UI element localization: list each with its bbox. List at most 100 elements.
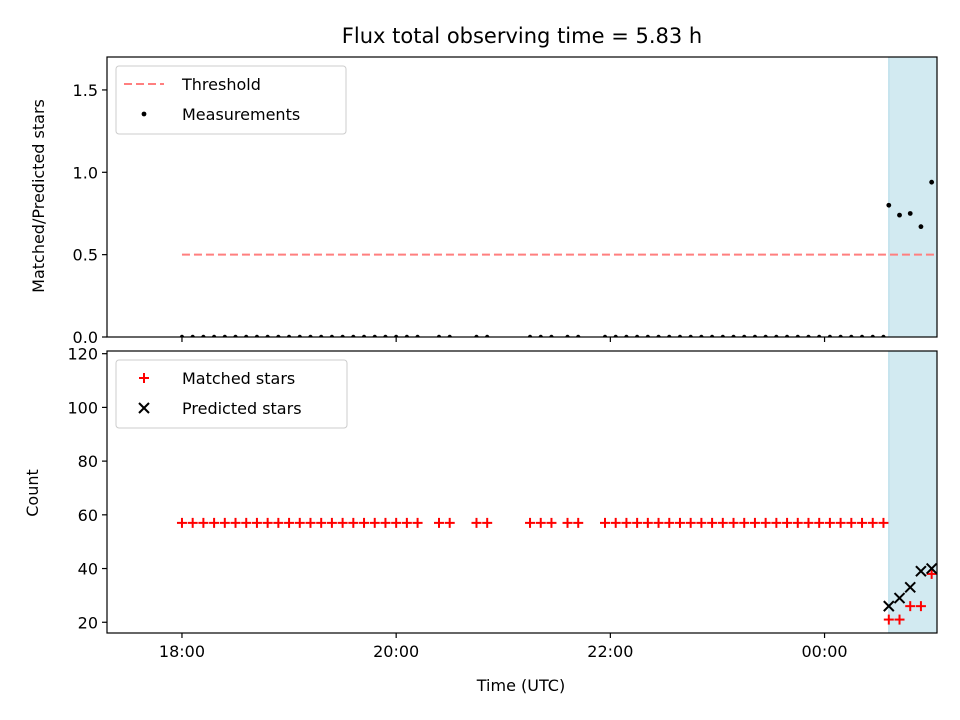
plot-area bbox=[176, 351, 958, 633]
matched-star-point bbox=[771, 517, 782, 528]
y-tick-label: 0.0 bbox=[73, 328, 98, 347]
measurement-point bbox=[929, 179, 935, 185]
y-tick-label: 20 bbox=[78, 613, 98, 632]
x-tick-label: 18:00 bbox=[159, 642, 205, 661]
y-axis-label-bottom: Count bbox=[23, 469, 42, 517]
matched-star-point bbox=[739, 517, 750, 528]
legend-predicted-swatch bbox=[138, 402, 150, 414]
matched-star-point bbox=[262, 517, 273, 528]
matched-star-point bbox=[621, 517, 632, 528]
matched-star-point bbox=[685, 517, 696, 528]
matched-star-point bbox=[674, 517, 685, 528]
y-tick-label: 80 bbox=[78, 452, 98, 471]
matched-star-point bbox=[846, 517, 857, 528]
matched-star-point bbox=[380, 517, 391, 528]
axes-frame bbox=[106, 56, 938, 338]
matched-star-point bbox=[434, 517, 444, 528]
matched-star-point bbox=[562, 517, 573, 528]
matched-star-point bbox=[760, 517, 771, 528]
matched-star-point bbox=[219, 517, 230, 528]
axes-frame bbox=[106, 350, 938, 634]
matched-star-point bbox=[915, 601, 926, 612]
x-tick-label: 22:00 bbox=[587, 642, 633, 661]
matched-star-point bbox=[348, 517, 359, 528]
matched-star-point bbox=[653, 517, 664, 528]
x-tick-label: 00:00 bbox=[801, 642, 847, 661]
measurement-point bbox=[940, 157, 945, 162]
matched-star-point bbox=[632, 517, 643, 528]
matched-star-point bbox=[894, 614, 905, 625]
matched-star-point bbox=[857, 517, 868, 528]
y-tick-label: 1.5 bbox=[73, 81, 98, 100]
matched-star-point bbox=[391, 517, 402, 528]
legend: Threshold Measurements bbox=[115, 65, 347, 135]
matched-star-point bbox=[337, 517, 348, 528]
matched-star-point bbox=[573, 517, 584, 528]
matched-star-point bbox=[305, 517, 316, 528]
legend-measurement-swatch bbox=[141, 111, 147, 117]
matched-star-point bbox=[610, 517, 621, 528]
legend: Matched stars Predicted stars bbox=[115, 359, 348, 429]
y-tick-label: 1.0 bbox=[73, 163, 98, 182]
predicted-star-point bbox=[904, 581, 916, 594]
top-panel: 0.0 0.5 1.0 1.5 Threshold Measurements bbox=[73, 56, 956, 347]
legend-label: Predicted stars bbox=[182, 399, 302, 418]
matched-star-point bbox=[284, 517, 295, 528]
matched-star-point bbox=[525, 517, 536, 528]
y-tick-label: 100 bbox=[67, 398, 98, 417]
matched-star-point bbox=[803, 517, 814, 528]
legend-label: Measurements bbox=[182, 105, 300, 124]
measurement-point bbox=[897, 212, 902, 218]
predicted-star-point bbox=[915, 565, 927, 577]
matched-star-point bbox=[937, 564, 947, 574]
y-tick-label: 0.5 bbox=[73, 246, 98, 265]
x-tick-label: 20:00 bbox=[373, 642, 419, 661]
legend-box bbox=[115, 65, 347, 135]
predicted-star-point bbox=[948, 558, 958, 568]
matched-star-point bbox=[209, 517, 220, 528]
measurement-point bbox=[918, 224, 924, 230]
matched-star-point bbox=[824, 517, 835, 528]
matched-star-point bbox=[814, 517, 825, 528]
matched-star-point bbox=[948, 545, 958, 555]
matched-star-point bbox=[835, 517, 846, 528]
y-axis-label-top: Matched/Predicted stars bbox=[29, 99, 48, 293]
matched-star-point bbox=[412, 517, 423, 528]
y-tick-label: 40 bbox=[78, 560, 98, 579]
legend-label: Matched stars bbox=[182, 369, 295, 388]
predicted-star-point bbox=[883, 600, 895, 612]
matched-star-point bbox=[696, 517, 707, 528]
matched-star-point bbox=[326, 517, 337, 528]
plot-area bbox=[179, 57, 956, 337]
matched-star-point bbox=[782, 517, 793, 528]
matched-star-point bbox=[482, 517, 493, 528]
matched-star-point bbox=[728, 517, 739, 528]
bottom-panel: 20 40 60 80 100 120 18:00 20:00 22:00 00:00 Matche… bbox=[67, 345, 958, 661]
matched-star-point bbox=[926, 568, 937, 579]
y-tick-label: 60 bbox=[78, 506, 98, 525]
matched-star-point bbox=[905, 601, 916, 612]
matched-star-point bbox=[444, 517, 455, 528]
matched-star-point bbox=[664, 517, 675, 528]
predicted-star-point bbox=[925, 562, 937, 575]
matched-star-point bbox=[316, 517, 327, 528]
y-tick-label: 120 bbox=[67, 345, 98, 364]
x-axis-label: Time (UTC) bbox=[476, 676, 565, 695]
matched-star-point bbox=[471, 517, 482, 528]
legend-box bbox=[115, 359, 348, 429]
matched-star-point bbox=[883, 614, 894, 625]
matched-star-point bbox=[878, 517, 889, 528]
observing-span bbox=[888, 351, 937, 633]
matched-star-point bbox=[198, 517, 209, 528]
matched-star-point bbox=[273, 517, 284, 528]
matched-star-point bbox=[717, 517, 728, 528]
matched-star-point bbox=[546, 517, 557, 528]
measurement-point bbox=[886, 202, 892, 208]
matched-star-point bbox=[792, 517, 803, 528]
measurement-point bbox=[951, 150, 956, 155]
matched-star-point bbox=[176, 517, 187, 528]
matched-star-point bbox=[707, 517, 718, 528]
predicted-star-point bbox=[936, 561, 937, 571]
matched-star-point bbox=[230, 517, 241, 528]
